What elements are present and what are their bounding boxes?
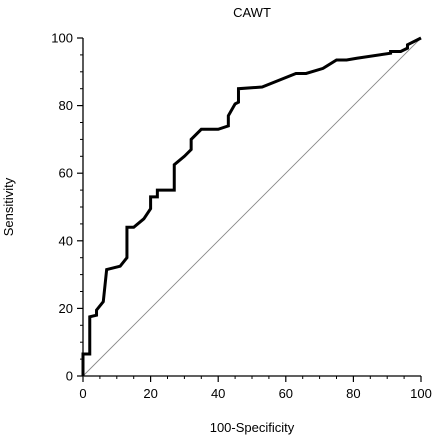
y-tick-label: 80 [59, 98, 73, 113]
x-tick-label: 100 [410, 386, 432, 401]
x-tick-label: 80 [346, 386, 360, 401]
y-tick-label: 20 [59, 301, 73, 316]
ticks: 0 20 40 60 80 100 0 20 40 60 80 100 [51, 31, 432, 402]
x-tick-label: 40 [211, 386, 225, 401]
reference-diagonal-line [82, 37, 422, 377]
roc-curve-line [81, 36, 422, 376]
x-tick-label: 20 [143, 386, 157, 401]
chart-title: CAWT [233, 5, 271, 20]
y-tick-label: 60 [59, 166, 73, 181]
y-tick-label: 0 [66, 369, 73, 384]
plot-area [81, 36, 422, 377]
x-tick-label: 60 [279, 386, 293, 401]
y-tick-label: 100 [51, 31, 73, 46]
y-axis-title: Sensitivity [1, 177, 16, 236]
x-axis-title: 100-Specificity [210, 420, 295, 435]
x-tick-label: 0 [79, 386, 86, 401]
y-tick-label: 40 [59, 233, 73, 248]
